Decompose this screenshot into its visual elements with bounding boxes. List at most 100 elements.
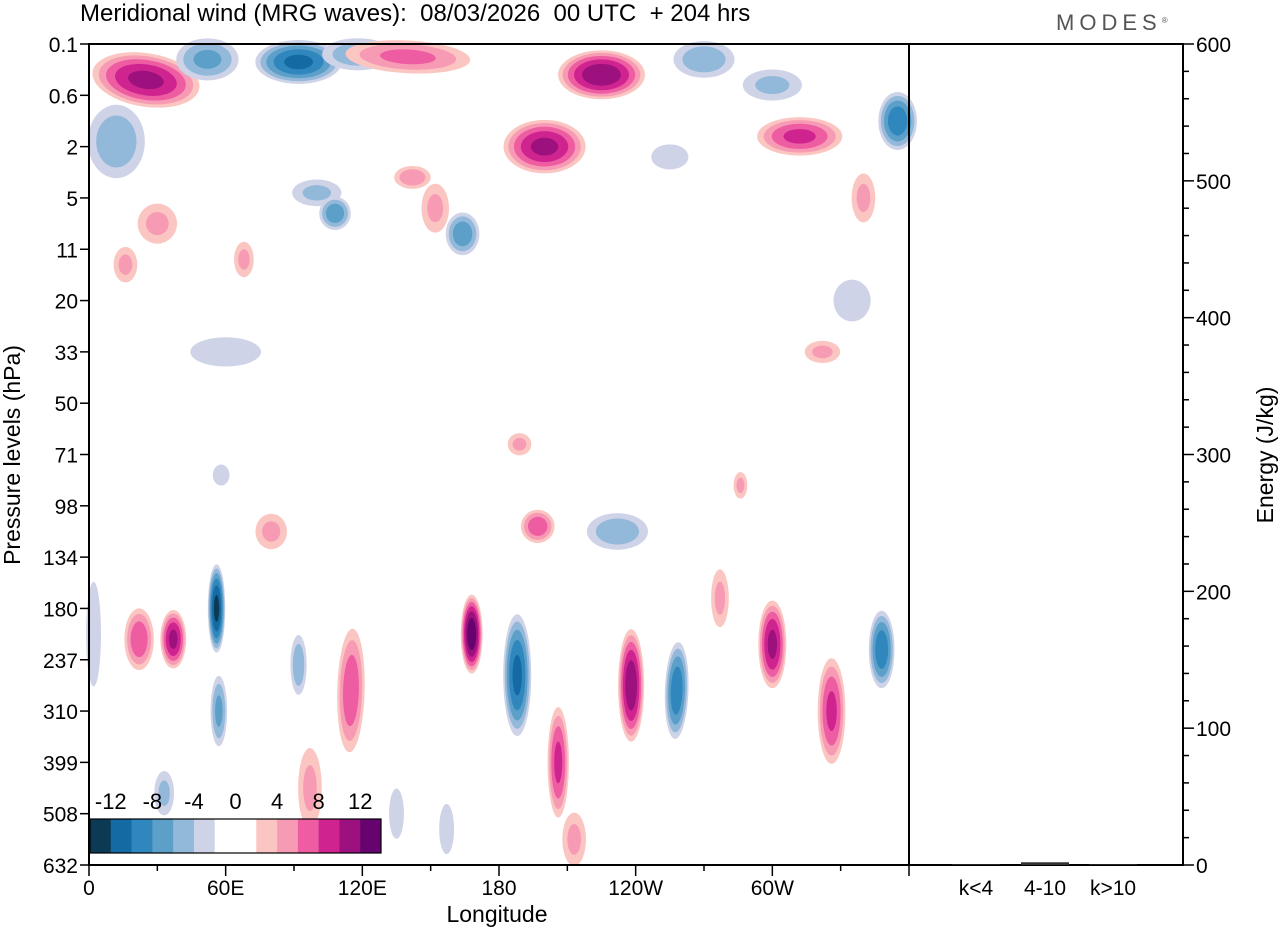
pressure-tick-label: 20 [55,291,78,314]
energy-tick-label: 200 [1196,581,1231,604]
energy-tick-label: 400 [1196,308,1231,331]
wind-anomaly-negative-8 [878,91,917,150]
energy-category-label: k<4 [959,877,994,900]
colorbar-swatch [297,819,320,853]
wind-anomaly-positive-40 [547,707,569,818]
contour-band [262,521,281,542]
contour-band [145,212,169,236]
wind-anomaly-negative-23 [833,279,871,322]
wind-anomaly-negative-49 [389,788,404,839]
pressure-tick-label: 33 [55,342,78,365]
x-axis-label: Longitude [446,901,547,927]
contour-band [512,437,527,451]
pressure-tick-label: 71 [55,445,78,468]
wind-anomaly-positive-38 [460,594,483,674]
colorbar-label: 12 [348,789,372,814]
wind-anomaly-positive-37 [337,628,365,753]
contour-band [512,654,522,696]
colorbar-swatch [214,819,236,853]
contour-band [168,629,178,649]
wind-anomaly-negative-30 [586,513,649,550]
wind-anomaly-negative-46 [868,610,895,689]
contour-band [554,741,563,784]
brand-text: MODES [1056,10,1162,35]
wind-anomaly-positive-10 [137,203,178,244]
contour-band [682,46,726,73]
contour-band [812,345,833,359]
energy-bars [952,862,1137,865]
pressure-tick-label: 0.6 [49,85,78,108]
wind-anomaly-negative-27 [212,464,230,486]
pressure-tick-label: 5 [66,188,78,211]
longitude-ticks: 0 60E 120E 180 120W 60W [83,865,910,900]
colorbar-frame [89,818,382,854]
energy-bar [1089,864,1137,865]
contour-band [399,169,426,186]
chart-title: Meridional wind (MRG waves): 08/03/2026 … [80,0,751,27]
wind-anomaly-negative-6 [673,41,735,78]
wind-anomaly-positive-17 [421,183,450,233]
longitude-tick-label: 120E [338,877,387,900]
energy-axis-label: Energy (J/kg) [1252,387,1278,524]
energy-category-label: 4-10 [1024,877,1066,900]
longitude-tick-label: 60E [207,877,244,900]
wind-anomaly-positive-21 [113,246,138,283]
contour-band [193,49,222,69]
contour-band [302,185,332,201]
heatmap-axes: 0.1 0.6 2 5 11 20 33 50 71 98 134 180 237 310 399 508 63… [0,34,910,927]
pressure-tick-label: 180 [43,598,78,621]
wind-anomaly-positive-19 [851,173,876,223]
contour-band [303,764,317,812]
pressure-tick-label: 11 [56,239,78,262]
y-axis-label: Pressure levels (hPa) [0,345,25,565]
contour-band [212,464,230,486]
wind-anomaly-positive-29 [520,509,555,543]
wind-anomaly-positive-4 [345,40,471,74]
pressure-tick-label: 237 [43,650,78,673]
contour-band [190,337,262,367]
contour-band [158,780,170,806]
wind-anomaly-negative-35 [210,675,228,747]
contour-band [887,106,908,136]
wind-anomaly-negative-13 [651,144,689,170]
energy-category-label: k>10 [1090,877,1136,900]
contour-band [625,660,637,711]
contour-band [213,595,220,622]
pressure-tick-label: 632 [43,855,78,878]
wind-anomaly-negative-34 [207,564,226,653]
wind-anomaly-negative-39 [503,614,532,736]
energy-tick-label: 0 [1196,855,1208,878]
wind-anomaly-positive-11 [503,119,586,174]
contour-band [755,76,790,95]
longitude-tick-label: 120W [608,877,663,900]
pressure-tick-label: 399 [43,752,78,775]
contour-band [833,279,871,322]
contour-band [215,695,223,727]
pressure-tick-label: 508 [43,804,78,827]
wind-anomaly-positive-25 [507,433,532,456]
energy-axes: 0 100 200 300 400 500 600 k<4 4-10 k>10 Energy (… [908,34,1278,900]
contour-band [736,477,745,493]
contour-band [292,643,305,686]
contour-band [714,581,726,615]
energy-tick-label: 100 [1196,718,1231,741]
colorbar-swatch [339,819,361,853]
longitude-tick-label: 0 [83,877,95,900]
contour-band [439,803,455,855]
wind-anomaly-positive-32 [124,608,154,671]
pressure-tick-label: 2 [66,137,78,160]
colorbar-swatch [235,819,257,853]
colorbar-label: -12 [95,789,127,814]
contour-band [595,518,640,545]
colorbar-swatch [90,819,112,853]
contour-band [467,617,477,651]
energy-bar [1021,862,1069,865]
contour-band [130,621,148,658]
wind-anomaly-negative-42 [664,642,689,739]
brand-logo: MODES® [1056,10,1168,36]
wind-anomaly-positive-41 [618,629,645,742]
wind-anomaly-positive-28 [255,513,288,550]
energy-frame [908,43,1184,866]
colorbar-label: -8 [143,789,163,814]
pressure-tick-label: 98 [55,496,78,519]
